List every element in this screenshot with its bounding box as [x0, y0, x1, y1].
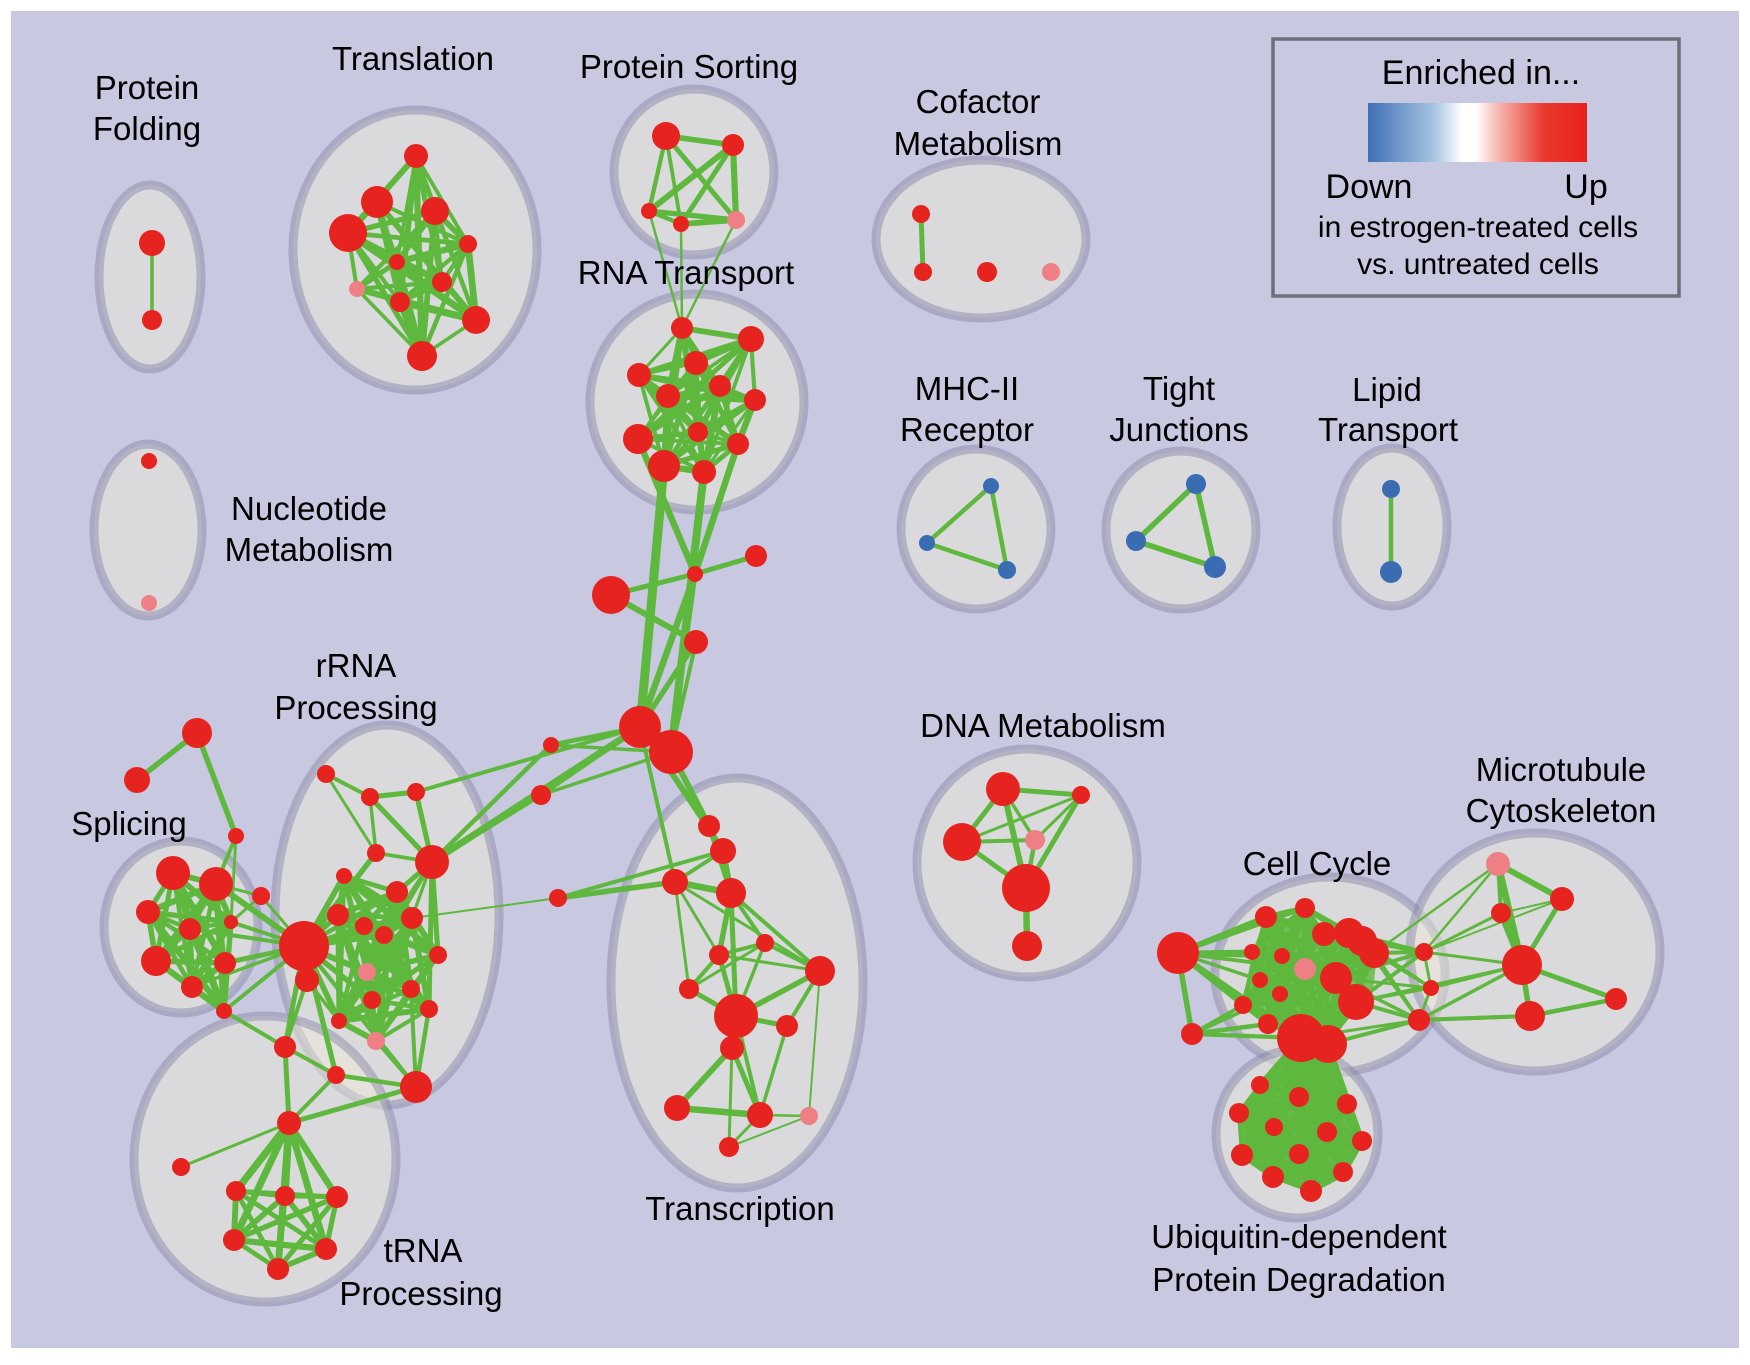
- svg-text:Lipid: Lipid: [1352, 371, 1422, 408]
- svg-text:Down: Down: [1326, 168, 1413, 206]
- svg-text:Translation: Translation: [332, 40, 494, 77]
- svg-text:Transport: Transport: [1318, 411, 1458, 448]
- svg-text:Junctions: Junctions: [1109, 411, 1248, 448]
- svg-text:Protein: Protein: [95, 69, 200, 106]
- svg-text:Receptor: Receptor: [900, 411, 1034, 448]
- svg-text:Folding: Folding: [93, 110, 201, 147]
- svg-text:Metabolism: Metabolism: [894, 125, 1063, 162]
- svg-text:Metabolism: Metabolism: [225, 531, 394, 568]
- svg-text:Splicing: Splicing: [71, 805, 187, 842]
- svg-text:MHC-II: MHC-II: [915, 370, 1019, 407]
- svg-text:vs. untreated cells: vs. untreated cells: [1357, 248, 1599, 281]
- svg-text:RNA Transport: RNA Transport: [578, 254, 794, 291]
- svg-text:DNA Metabolism: DNA Metabolism: [920, 707, 1166, 744]
- svg-text:Protein Sorting: Protein Sorting: [580, 48, 798, 85]
- svg-text:Microtubule: Microtubule: [1476, 751, 1647, 788]
- svg-text:Tight: Tight: [1143, 370, 1215, 407]
- svg-text:Processing: Processing: [339, 1275, 502, 1312]
- svg-text:Processing: Processing: [274, 689, 437, 726]
- svg-text:in estrogen-treated cells: in estrogen-treated cells: [1318, 211, 1638, 244]
- svg-text:Cell Cycle: Cell Cycle: [1243, 845, 1392, 882]
- svg-text:Transcription: Transcription: [645, 1190, 835, 1227]
- svg-text:rRNA: rRNA: [316, 647, 397, 684]
- svg-text:Nucleotide: Nucleotide: [231, 490, 387, 527]
- svg-text:Enriched in...: Enriched in...: [1382, 54, 1580, 92]
- svg-text:Ubiquitin-dependent: Ubiquitin-dependent: [1151, 1218, 1446, 1255]
- svg-text:Cofactor: Cofactor: [916, 83, 1041, 120]
- svg-text:Up: Up: [1564, 168, 1607, 206]
- svg-text:tRNA: tRNA: [384, 1232, 463, 1269]
- svg-text:Protein Degradation: Protein Degradation: [1152, 1261, 1446, 1298]
- svg-text:Cytoskeleton: Cytoskeleton: [1466, 792, 1657, 829]
